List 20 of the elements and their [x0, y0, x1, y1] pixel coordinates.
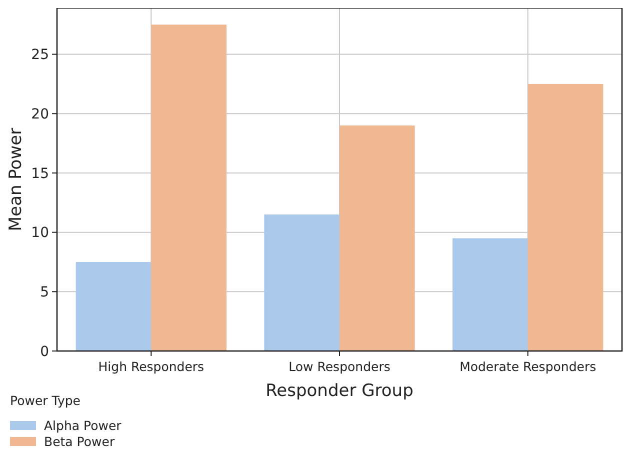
- legend-title: Power Type: [10, 393, 81, 408]
- y-tick-label: 10: [31, 225, 49, 242]
- bar: [452, 238, 528, 351]
- y-axis-title: Mean Power: [6, 128, 26, 232]
- x-tick-label: High Responders: [98, 359, 204, 374]
- bar: [76, 262, 152, 351]
- y-tick-label: 0: [40, 344, 49, 360]
- bar: [340, 126, 415, 351]
- y-tick-label: 25: [31, 47, 49, 64]
- legend-label: Beta Power: [44, 434, 116, 449]
- x-tick-label: Low Responders: [288, 359, 390, 374]
- bar: [264, 214, 340, 351]
- x-tick-label: Moderate Responders: [460, 359, 596, 374]
- bar: [528, 84, 604, 351]
- x-axis-title: Responder Group: [266, 381, 414, 401]
- bar: [151, 24, 226, 351]
- y-tick-label: 5: [40, 284, 49, 301]
- y-tick-label: 20: [31, 106, 49, 123]
- y-tick-label: 15: [31, 166, 49, 182]
- legend-label: Alpha Power: [44, 418, 122, 433]
